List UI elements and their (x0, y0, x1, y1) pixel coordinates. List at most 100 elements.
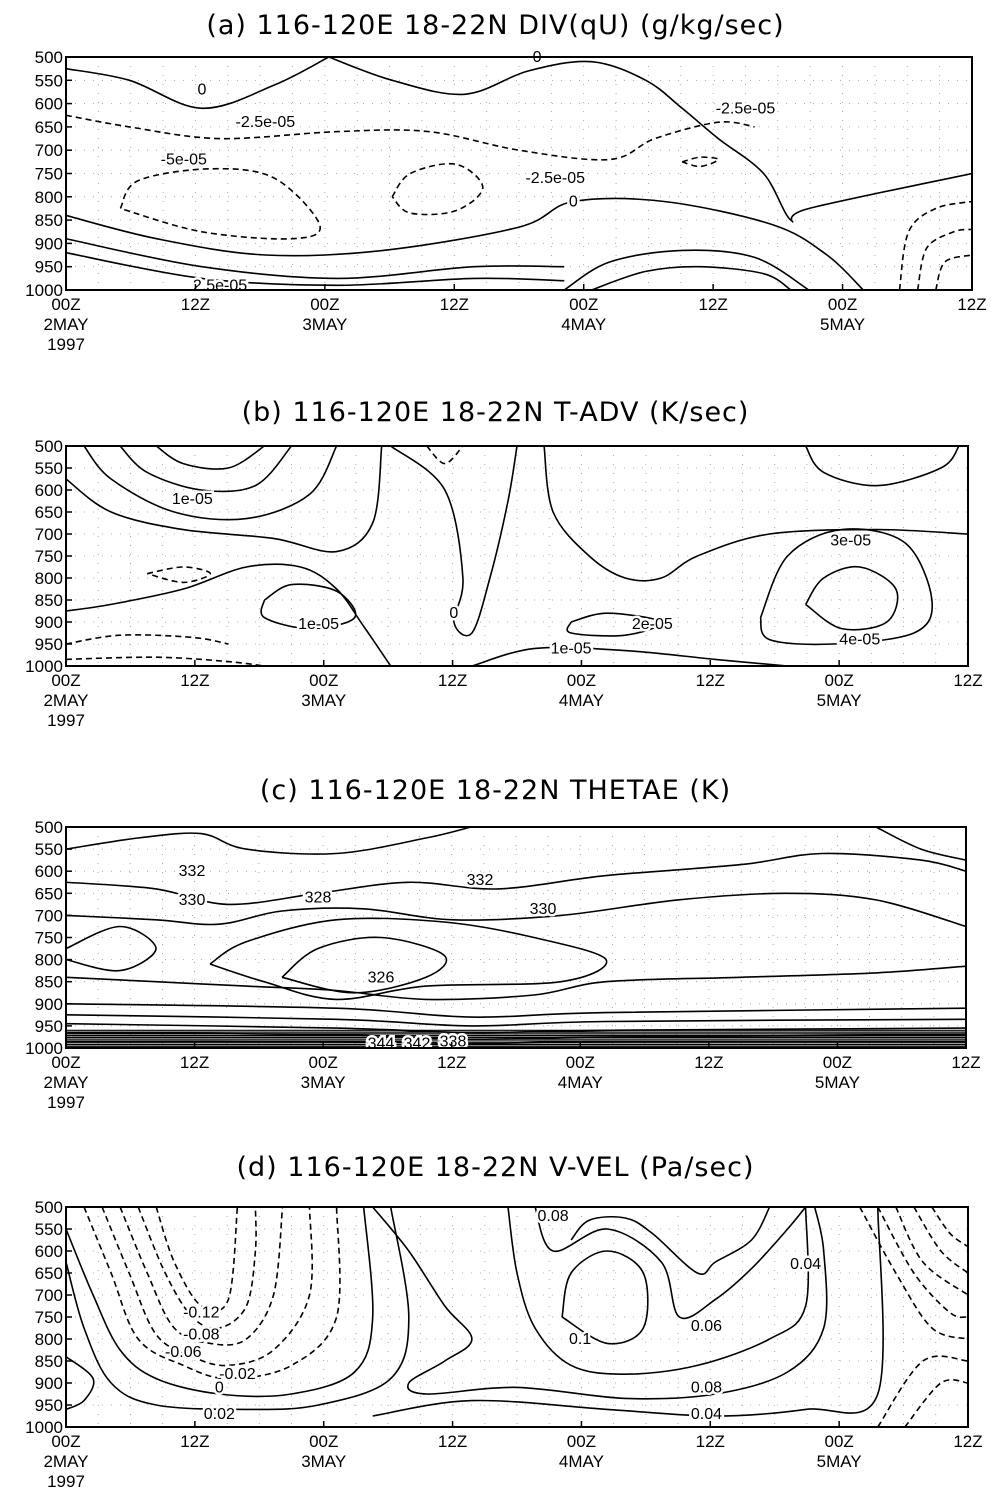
y-tick-label: 850 (35, 211, 63, 230)
y-tick-label: 650 (35, 1264, 63, 1283)
x-date-label: 5MAY (815, 1073, 860, 1092)
x-date-label: 5MAY (817, 691, 862, 710)
x-tick-label: 00Z (824, 1432, 853, 1451)
x-tick-label: 00Z (51, 671, 80, 690)
y-tick-label: 700 (35, 141, 63, 160)
x-tick-label: 12Z (953, 1432, 982, 1451)
contour-line (66, 892, 966, 928)
x-date-label: 2MAY (43, 1073, 88, 1092)
contour-line (534, 1207, 807, 1320)
contour-label: -2.5e-05 (236, 114, 296, 131)
y-tick-label: 700 (35, 525, 63, 544)
contour-label: -0.06 (165, 1344, 202, 1361)
contour-label: 1e-05 (172, 491, 213, 508)
x-date-label: 1997 (47, 1472, 85, 1491)
contour-label: -0.02 (219, 1366, 256, 1383)
y-tick-label: 550 (35, 1220, 63, 1239)
y-tick-label: 650 (35, 503, 63, 522)
contour-lines (66, 57, 972, 290)
contour-label: 0.04 (790, 1256, 821, 1273)
y-tick-label: 950 (35, 635, 63, 654)
y-tick-label: 500 (35, 1198, 63, 1217)
contour-negative (66, 634, 229, 645)
x-date-label: 3MAY (302, 315, 347, 334)
panel-title: (c) 116-120E 18-22N THETAE (K) (259, 775, 732, 806)
contour-line (66, 925, 157, 972)
x-tick-label: 12Z (440, 295, 469, 314)
contour-chart-b: 1e-05 1e-05 0 2e-05 1e-05 3e-05 4e-05 500 550 600… (25, 437, 982, 730)
x-tick-label: 00Z (308, 1053, 337, 1072)
contour-line (566, 612, 663, 637)
y-tick-label: 600 (35, 481, 63, 500)
x-tick-label: 00Z (51, 295, 80, 314)
x-tick-label: 12Z (696, 1432, 725, 1451)
x-tick-label: 00Z (51, 1432, 80, 1451)
x-date-label: 4MAY (561, 315, 606, 334)
contour-chart-a: 00-2.5e-05-2.5e-05-5e-05-2.5e-0502.5e-05… (25, 47, 986, 355)
contour-line (804, 446, 960, 487)
x-tick-label: 00Z (566, 1053, 595, 1072)
grid (66, 1207, 968, 1427)
y-tick-label: 1000 (25, 1039, 63, 1058)
y-tick-label: 500 (35, 48, 63, 67)
y-tick-label: 1000 (25, 281, 63, 300)
contour-line (66, 1355, 95, 1411)
y-tick-label: 900 (35, 1374, 63, 1393)
contour-negative (119, 167, 321, 240)
y-tick-label: 750 (35, 547, 63, 566)
y-tick-label: 1000 (25, 1418, 63, 1437)
contour-line (561, 1250, 649, 1345)
contour-negative (904, 1378, 968, 1427)
contour-label: 0.06 (691, 1318, 722, 1335)
contour-negative (913, 1207, 968, 1274)
contour-line (66, 563, 392, 666)
x-tick-label: 12Z (953, 671, 982, 690)
x-tick-label: 12Z (957, 295, 986, 314)
contour-label: 3e-05 (830, 533, 871, 550)
contour-label: 0 (569, 193, 578, 210)
contour-line (875, 827, 966, 861)
y-tick-label: 500 (35, 437, 63, 456)
panel-title: (d) 116-120E 18-22N V-VEL (Pa/sec) (236, 1152, 755, 1183)
contour-negative (895, 1207, 968, 1296)
contour-label: -2.5e-05 (525, 170, 585, 187)
y-tick-label: 800 (35, 1330, 63, 1349)
y-tick-label: 900 (35, 234, 63, 253)
contour-line (66, 57, 330, 110)
contour-negative (101, 1207, 313, 1367)
contour-lines (66, 827, 966, 1047)
x-tick-label: 12Z (180, 671, 209, 690)
y-tick-label: 950 (35, 1396, 63, 1415)
contour-label: 1e-05 (298, 616, 339, 633)
contour-negative (146, 566, 212, 584)
contour-line (83, 446, 338, 521)
contour-line (66, 827, 472, 855)
x-tick-label: 00Z (567, 671, 596, 690)
x-tick-label: 12Z (698, 295, 727, 314)
x-tick-label: 00Z (310, 295, 339, 314)
y-tick-label: 500 (35, 818, 63, 837)
contour-label: 332 (467, 872, 494, 889)
y-tick-label: 950 (35, 1017, 63, 1036)
grid (66, 446, 968, 666)
x-date-label: 3MAY (301, 691, 346, 710)
y-tick-label: 850 (35, 1352, 63, 1371)
contour-line (155, 446, 265, 470)
x-tick-label: 12Z (180, 1432, 209, 1451)
x-date-label: 4MAY (558, 1073, 603, 1092)
y-tick-label: 900 (35, 995, 63, 1014)
x-tick-label: 12Z (181, 295, 210, 314)
contour-line (471, 646, 788, 666)
y-tick-label: 600 (35, 862, 63, 881)
contour-label: 0.02 (204, 1406, 235, 1423)
contour-label: -0.12 (183, 1305, 220, 1322)
x-tick-label: 12Z (438, 1432, 467, 1451)
contour-label: 1e-05 (551, 640, 592, 657)
contour-line (66, 965, 966, 1001)
contour-line (66, 197, 864, 290)
x-tick-label: 12Z (437, 1053, 466, 1072)
contour-label: -2.5e-05 (716, 100, 776, 117)
y-tick-label: 800 (35, 188, 63, 207)
contour-label: 332 (179, 863, 206, 880)
x-date-label: 1997 (47, 711, 85, 730)
